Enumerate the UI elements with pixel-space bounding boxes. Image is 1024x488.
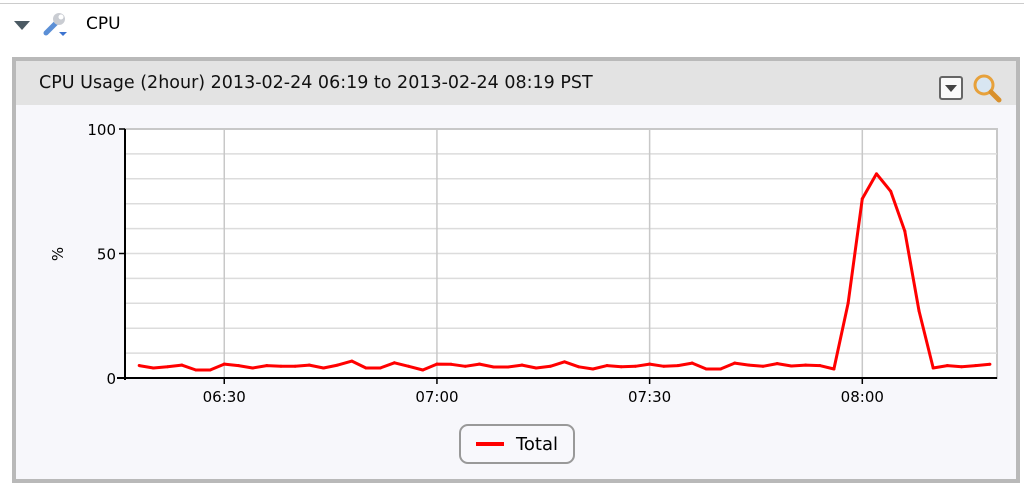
data-point <box>194 368 198 372</box>
data-point <box>988 362 992 366</box>
data-point <box>336 363 340 367</box>
data-point <box>137 364 141 368</box>
data-point <box>307 363 311 367</box>
data-point <box>733 361 737 365</box>
data-point <box>690 361 694 365</box>
data-point <box>322 366 326 370</box>
data-point <box>392 361 396 365</box>
data-point <box>860 197 864 201</box>
y-axis-label: % <box>49 247 67 261</box>
data-point <box>350 359 354 363</box>
data-point <box>208 368 212 372</box>
data-point <box>563 360 567 364</box>
data-point <box>704 367 708 371</box>
legend-label-total: Total <box>515 433 559 455</box>
magnifier-icon[interactable] <box>971 73 1003 103</box>
panel-title: CPU Usage (2hour) 2013-02-24 06:19 to 20… <box>39 73 593 93</box>
data-point <box>293 364 297 368</box>
data-point <box>619 365 623 369</box>
data-point <box>761 364 765 368</box>
top-divider <box>0 3 1024 4</box>
y-tick-label: 0 <box>106 370 116 388</box>
data-point <box>789 364 793 368</box>
data-point <box>605 364 609 368</box>
data-point <box>477 362 481 366</box>
data-point <box>151 366 155 370</box>
data-point <box>548 364 552 368</box>
data-point <box>775 362 779 366</box>
data-point <box>832 367 836 371</box>
legend[interactable]: Total <box>459 424 575 464</box>
data-point <box>931 366 935 370</box>
data-point <box>917 309 921 313</box>
data-point <box>662 364 666 368</box>
data-point <box>719 367 723 371</box>
data-point <box>364 366 368 370</box>
data-point <box>974 364 978 368</box>
data-point <box>804 363 808 367</box>
cpu-section-header[interactable]: CPU <box>14 10 121 38</box>
data-point <box>449 362 453 366</box>
data-point <box>378 366 382 370</box>
panel-header: CPU Usage (2hour) 2013-02-24 06:19 to 20… <box>16 61 1016 105</box>
x-tick-label: 08:00 <box>841 388 884 406</box>
legend-swatch-total <box>475 442 504 446</box>
data-point <box>279 364 283 368</box>
data-point <box>874 172 878 176</box>
disclosure-triangle-icon[interactable] <box>14 21 30 30</box>
data-point <box>534 366 538 370</box>
data-point <box>903 229 907 233</box>
data-point <box>463 364 467 368</box>
data-point <box>435 362 439 366</box>
x-tick-label: 07:30 <box>628 388 671 406</box>
data-point <box>166 365 170 369</box>
section-title: CPU <box>86 14 121 34</box>
data-point <box>236 364 240 368</box>
data-point <box>676 364 680 368</box>
dropdown-icon[interactable] <box>939 76 963 100</box>
data-point <box>577 365 581 369</box>
data-point <box>960 365 964 369</box>
y-tick-label: 100 <box>87 121 116 139</box>
data-point <box>180 363 184 367</box>
data-point <box>222 362 226 366</box>
data-point <box>506 365 510 369</box>
data-point <box>945 364 949 368</box>
data-point <box>421 368 425 372</box>
wrench-icon <box>43 13 67 36</box>
data-point <box>520 363 524 367</box>
y-tick-label: 50 <box>97 246 116 264</box>
data-point <box>633 364 637 368</box>
data-point <box>265 364 269 368</box>
data-point <box>492 365 496 369</box>
data-point <box>818 364 822 368</box>
data-point <box>648 362 652 366</box>
data-point <box>747 363 751 367</box>
x-tick-label: 07:00 <box>415 388 458 406</box>
data-point <box>591 367 595 371</box>
data-point <box>846 301 850 305</box>
x-tick-label: 06:30 <box>203 388 246 406</box>
data-point <box>889 189 893 193</box>
data-point <box>407 364 411 368</box>
data-point <box>251 366 255 370</box>
